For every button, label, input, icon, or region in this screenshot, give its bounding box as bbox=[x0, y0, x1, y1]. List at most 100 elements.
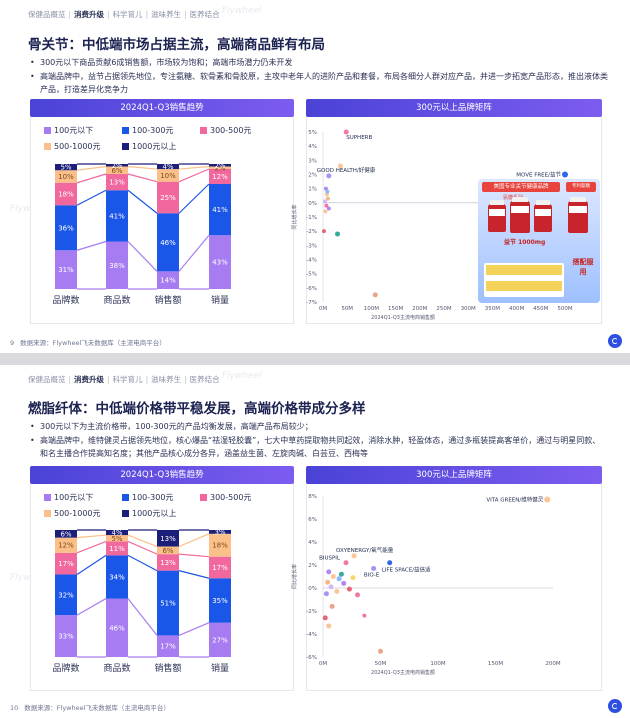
y-tick-label: 4% bbox=[308, 540, 317, 546]
scatter-point bbox=[321, 229, 326, 234]
breadcrumb-item-active[interactable]: 消费升级 bbox=[74, 10, 105, 19]
category-label: 品牌数 bbox=[52, 662, 79, 674]
scatter-point bbox=[322, 615, 328, 621]
bar-value-label: 32% bbox=[58, 591, 74, 599]
flywheel-logo-icon[interactable] bbox=[608, 334, 622, 348]
bar-value-label: 46% bbox=[160, 239, 176, 247]
category-label: 销售额 bbox=[154, 294, 181, 306]
breadcrumb-item[interactable]: 医养结合 bbox=[189, 10, 220, 19]
bar-segment bbox=[209, 533, 231, 557]
bar-value-label: 4% bbox=[162, 163, 173, 171]
connector-line bbox=[178, 622, 210, 636]
x-tick-label: 300M bbox=[461, 306, 476, 312]
breadcrumb-item[interactable]: 医养结合 bbox=[189, 375, 220, 384]
breadcrumb-item[interactable]: 保健品概览 bbox=[28, 375, 66, 384]
bar-value-label: 17% bbox=[160, 643, 176, 651]
breadcrumb: 保健品概览 | 消费升级 | 科学育儿 | 滋味养生 | 医养结合 bbox=[28, 375, 220, 384]
x-tick-label: 50M bbox=[375, 661, 387, 667]
stacked-bar-chart: 31%36%18%10%5%品牌数38%41%13%6%2%商品数14%46%2… bbox=[52, 162, 231, 306]
left-panel-title: 2024Q1-Q3销售趋势 bbox=[30, 466, 294, 484]
x-axis-label: 2024Q1-Q3主流电商销售额 bbox=[371, 314, 435, 321]
jar-icon bbox=[488, 200, 506, 232]
scatter-point bbox=[343, 560, 349, 566]
x-tick-label: 350M bbox=[485, 306, 500, 312]
legend-item: 100元以下 bbox=[44, 492, 93, 503]
bar-value-label: 38% bbox=[109, 262, 125, 270]
legend-item: 300-500元 bbox=[200, 492, 251, 503]
connector-line bbox=[127, 189, 158, 214]
x-tick-label: 0M bbox=[319, 661, 327, 667]
watermark: Flywheel bbox=[10, 204, 50, 214]
connector-line bbox=[76, 165, 107, 171]
watermark: Flywheel bbox=[222, 371, 262, 381]
legend-item: 1000元以上 bbox=[122, 508, 176, 519]
y-tick-label: -5% bbox=[306, 272, 317, 278]
bar-value-label: 18% bbox=[58, 191, 74, 199]
bar-segment bbox=[106, 174, 128, 191]
product-box bbox=[484, 263, 564, 297]
bar-value-label: 14% bbox=[160, 277, 176, 285]
y-tick-label: 4% bbox=[308, 144, 317, 150]
breadcrumb-item[interactable]: 科学育儿 bbox=[112, 10, 143, 19]
bar-segment bbox=[209, 556, 231, 579]
connector-line bbox=[76, 189, 107, 206]
y-tick-label: -1% bbox=[306, 215, 317, 221]
x-tick-label: 200M bbox=[412, 306, 427, 312]
scatter-point bbox=[378, 648, 383, 654]
y-tick-label: 5% bbox=[308, 130, 317, 136]
breadcrumb: 保健品概览 | 消费升级 | 科学育儿 | 滋味养生 | 医养结合 bbox=[28, 10, 220, 19]
breadcrumb-item[interactable]: 保健品概览 bbox=[28, 10, 66, 19]
bar-segment bbox=[55, 205, 77, 251]
scatter-point bbox=[343, 129, 349, 135]
breadcrumb-item[interactable]: 滋味养生 bbox=[151, 10, 182, 19]
footer: 9 数据来源：Flywheel飞未数据库（主流电商平台） bbox=[10, 337, 166, 347]
bar-segment bbox=[55, 164, 77, 171]
bar-value-label: 2% bbox=[214, 164, 225, 172]
bar-segment bbox=[55, 552, 77, 575]
bar-segment bbox=[55, 182, 77, 206]
point-label: SUPHERB bbox=[346, 135, 372, 141]
bar-segment bbox=[55, 615, 77, 657]
y-tick-label: -6% bbox=[306, 286, 317, 292]
connector-line bbox=[178, 553, 210, 558]
bar-segment bbox=[157, 169, 179, 182]
bar-value-label: 36% bbox=[58, 224, 74, 232]
bar-segment bbox=[55, 250, 77, 289]
bar-value-label: 18% bbox=[212, 542, 228, 550]
flywheel-logo-icon[interactable] bbox=[608, 699, 622, 713]
bar-value-label: 13% bbox=[160, 535, 176, 543]
bar-value-label: 5% bbox=[111, 535, 122, 543]
y-tick-label: 2% bbox=[308, 173, 317, 179]
right-panel-title: 300元以上品牌矩阵 bbox=[306, 466, 602, 484]
product-image: 美国专业关节健康品牌 专利氨糖 氨糖系列 益节 1000mg 搭配服用 bbox=[478, 179, 600, 303]
bar-segment bbox=[55, 574, 77, 616]
scatter-point bbox=[544, 496, 551, 503]
x-tick-label: 0M bbox=[319, 306, 327, 312]
legend-swatch bbox=[200, 127, 207, 134]
connector-line bbox=[127, 534, 158, 548]
y-tick-label: 0% bbox=[308, 201, 317, 207]
scatter-point bbox=[336, 576, 342, 582]
breadcrumb-item-active[interactable]: 消费升级 bbox=[74, 375, 105, 384]
category-label: 品牌数 bbox=[52, 294, 79, 306]
product-header: 美国专业关节健康品牌 bbox=[482, 182, 560, 192]
bullet-list: 300元以下商品贡献6成销售额，市场较为饱和；高端市场潜力仍未开发 高端品牌中，… bbox=[28, 56, 608, 97]
bar-segment bbox=[209, 235, 231, 289]
bar-value-label: 13% bbox=[109, 179, 125, 187]
legend-swatch bbox=[122, 494, 129, 501]
x-tick-label: 450M bbox=[533, 306, 548, 312]
x-axis-label: 2024Q1-Q3主流电商销售额 bbox=[371, 669, 435, 676]
scatter-point bbox=[325, 579, 331, 585]
legend-item: 100元以下 bbox=[44, 125, 93, 136]
breadcrumb-item[interactable]: 滋味养生 bbox=[151, 375, 182, 384]
point-label: VITA GREEN/维特健灵 bbox=[486, 495, 543, 503]
breadcrumb-item[interactable]: 科学育儿 bbox=[112, 375, 143, 384]
y-axis-label: 同比增长率 bbox=[291, 564, 298, 589]
legend-swatch bbox=[44, 494, 51, 501]
bar-value-label: 34% bbox=[109, 573, 125, 581]
bar-value-label: 43% bbox=[212, 259, 228, 267]
y-axis-label: 同比增长率 bbox=[291, 204, 298, 229]
connector-line bbox=[76, 554, 107, 575]
bar-value-label: 46% bbox=[109, 624, 125, 632]
jar-icon bbox=[568, 197, 588, 233]
